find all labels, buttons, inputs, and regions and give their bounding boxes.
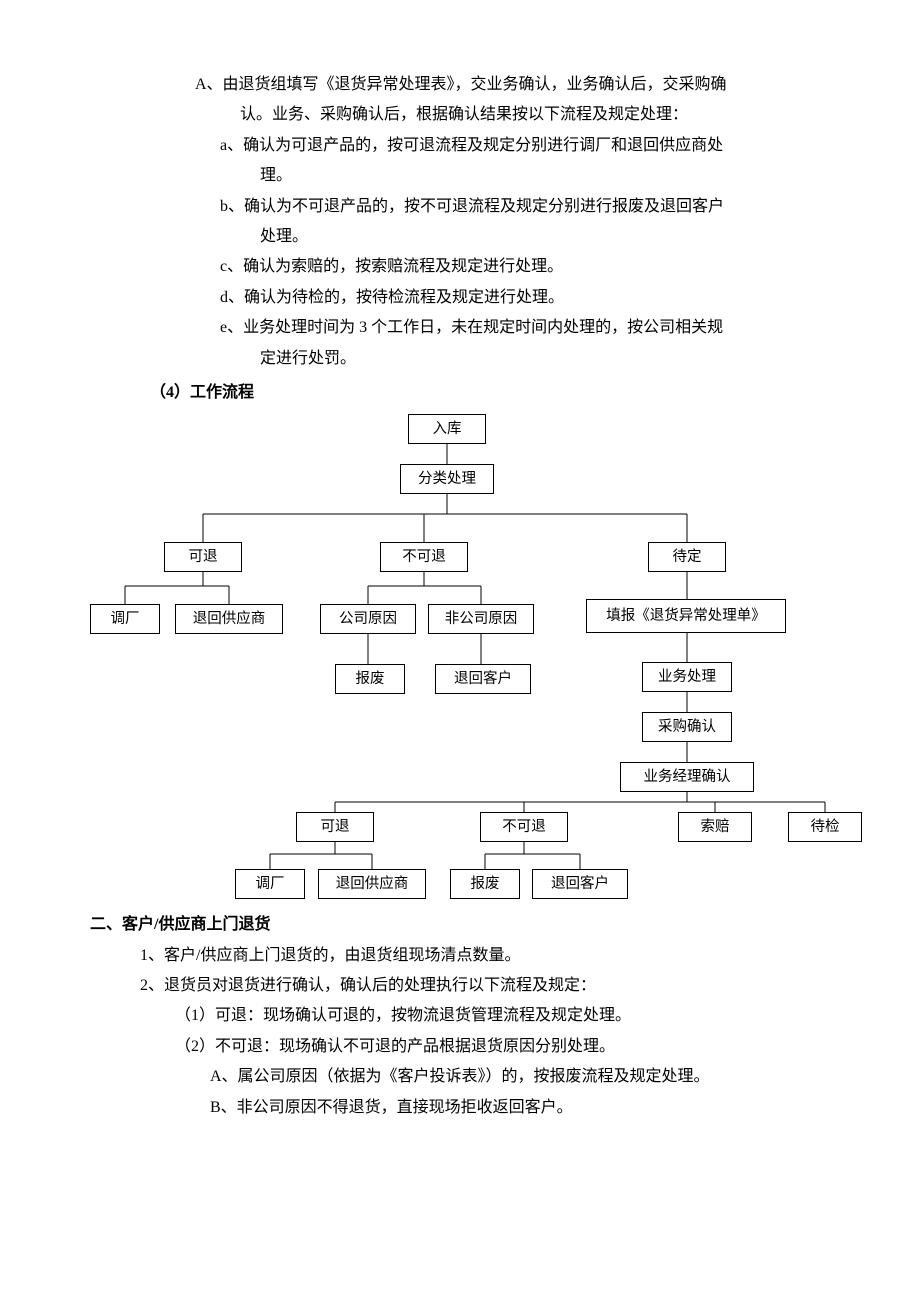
para-b-1: b、确认为不可退产品的，按不可退流程及规定分别进行报废及退回客户 [112,192,830,222]
flow-node-n14: 采购确认 [642,712,732,742]
flow-node-n8: 公司原因 [320,604,416,634]
flow-node-n5: 待定 [648,542,726,572]
para-a-1: a、确认为可退产品的，按可退流程及规定分别进行调厂和退回供应商处 [112,131,830,161]
para-A-2: 认。业务、采购确认后，根据确认结果按以下流程及规定处理： [90,100,830,130]
para-A-1: A、由退货组填写《退货异常处理表》，交业务确认，业务确认后，交采购确 [112,70,830,100]
para-a-2: 理。 [90,161,830,191]
section-2-head: 二、客户/供应商上门退货 [90,910,830,940]
flow-node-n11: 报废 [335,664,405,694]
s2-p2: 2、退货员对退货进行确认，确认后的处理执行以下流程及规定： [90,971,830,1001]
flow-node-n16: 可退 [296,812,374,842]
s2-s2: （2）不可退：现场确认不可退的产品根据退货原因分别处理。 [90,1032,830,1062]
flow-node-n1: 入库 [408,414,486,444]
flow-node-n15: 业务经理确认 [620,762,754,792]
para-e-1: e、业务处理时间为 3 个工作日，未在规定时间内处理的，按公司相关规 [112,313,830,343]
para-b-2: 处理。 [90,222,830,252]
s2-p1: 1、客户/供应商上门退货的，由退货组现场清点数量。 [90,941,830,971]
flow-node-n7: 退回供应商 [175,604,283,634]
flow-node-n9: 非公司原因 [428,604,534,634]
flow-node-n18: 索赔 [678,812,752,842]
flow-node-n22: 报废 [450,869,520,899]
flow-node-n6: 调厂 [90,604,160,634]
flow-node-n20: 调厂 [235,869,305,899]
flow-node-n17: 不可退 [480,812,568,842]
flow-node-n2: 分类处理 [400,464,494,494]
flow-node-n4: 不可退 [380,542,468,572]
flow-node-n21: 退回供应商 [318,869,426,899]
flow-node-n23: 退回客户 [532,869,628,899]
s2-s1: （1）可退：现场确认可退的，按物流退货管理流程及规定处理。 [90,1001,830,1031]
flow-node-n19: 待检 [788,812,862,842]
flow-node-n13: 业务处理 [642,662,732,692]
para-d: d、确认为待检的，按待检流程及规定进行处理。 [112,283,830,313]
flow-node-n10: 填报《退货异常处理单》 [586,599,786,633]
s2-B: B、非公司原因不得退货，直接现场拒收返回客户。 [90,1093,830,1123]
workflow-flowchart: 入库分类处理可退不可退待定调厂退回供应商公司原因非公司原因填报《退货异常处理单》… [90,414,890,904]
flow-node-n3: 可退 [164,542,242,572]
s2-A: A、属公司原因（依据为《客户投诉表》）的，按报废流程及规定处理。 [90,1062,830,1092]
para-e-2: 定进行处罚。 [90,344,830,374]
flow-node-n12: 退回客户 [435,664,531,694]
section-4-title: （4）工作流程 [90,378,830,408]
para-c: c、确认为索赔的，按索赔流程及规定进行处理。 [112,252,830,282]
